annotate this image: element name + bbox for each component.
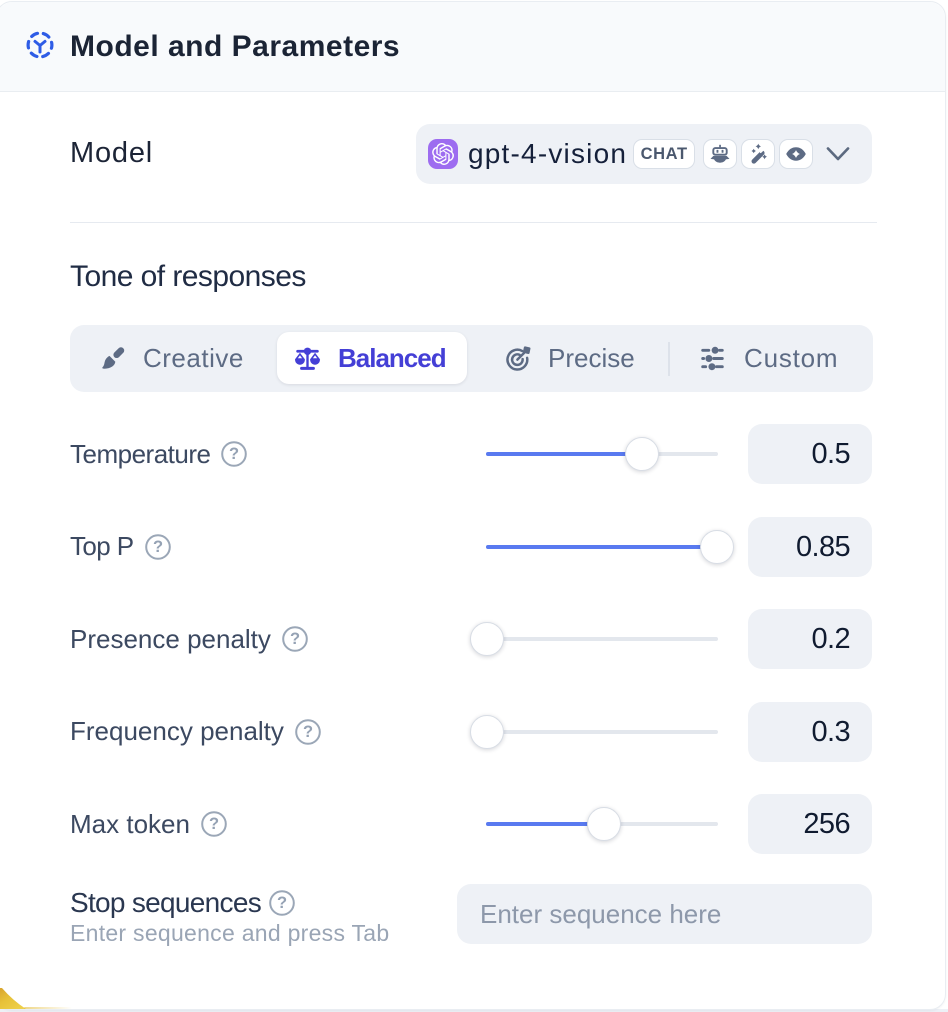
svg-text:?: ? [290,630,300,648]
svg-text:?: ? [303,723,313,741]
svg-text:?: ? [152,538,162,556]
svg-text:?: ? [209,815,219,833]
svg-text:?: ? [229,445,239,463]
svg-text:?: ? [277,894,287,912]
